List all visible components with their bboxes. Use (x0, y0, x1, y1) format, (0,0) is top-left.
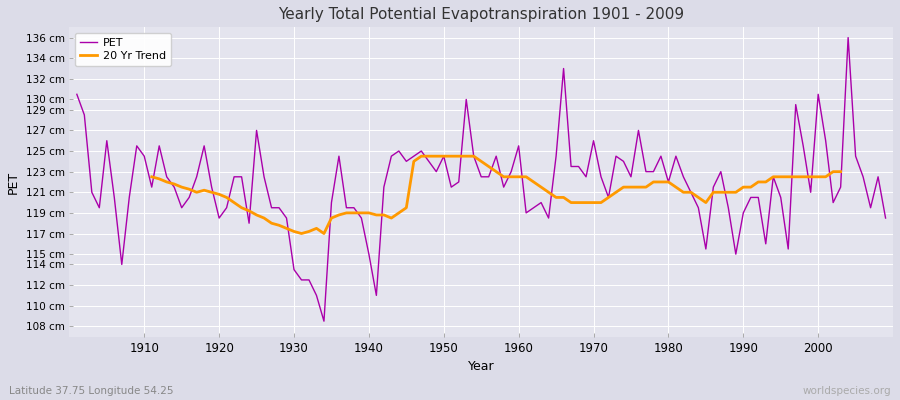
20 Yr Trend (147, 174, 158, 179)
20 Yr Trend (289, 229, 300, 234)
20 Yr Trend (641, 185, 652, 190)
20 Yr Trend (296, 231, 307, 236)
Line: PET: PET (76, 38, 886, 321)
Legend: PET, 20 Yr Trend: PET, 20 Yr Trend (75, 33, 171, 66)
PET (71, 92, 82, 97)
PET (296, 278, 307, 282)
PET (880, 216, 891, 220)
X-axis label: Year: Year (468, 360, 494, 373)
20 Yr Trend (708, 190, 719, 195)
Line: 20 Yr Trend: 20 Yr Trend (152, 156, 841, 234)
20 Yr Trend (258, 216, 269, 220)
PET (842, 35, 853, 40)
Text: worldspecies.org: worldspecies.org (803, 386, 891, 396)
Title: Yearly Total Potential Evapotranspiration 1901 - 2009: Yearly Total Potential Evapotranspiratio… (278, 7, 684, 22)
Y-axis label: PET: PET (7, 170, 20, 194)
20 Yr Trend (236, 205, 247, 210)
PET (319, 319, 329, 324)
Text: Latitude 37.75 Longitude 54.25: Latitude 37.75 Longitude 54.25 (9, 386, 174, 396)
PET (348, 205, 359, 210)
PET (610, 154, 621, 158)
20 Yr Trend (416, 154, 427, 158)
PET (513, 144, 524, 148)
PET (131, 144, 142, 148)
PET (521, 210, 532, 215)
20 Yr Trend (835, 169, 846, 174)
20 Yr Trend (506, 174, 517, 179)
